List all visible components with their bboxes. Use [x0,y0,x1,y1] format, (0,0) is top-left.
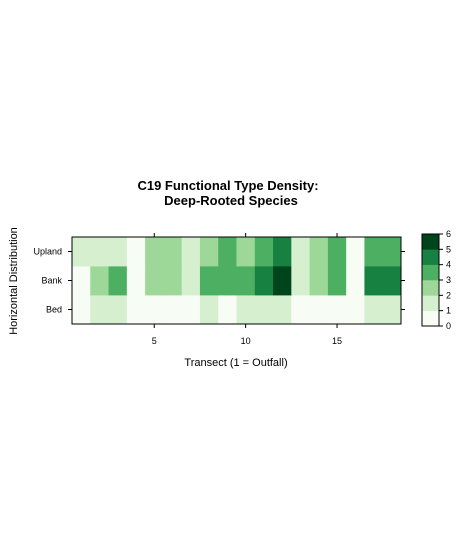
heatmap-cell [72,295,91,325]
colorbar-tick-label: 5 [446,244,451,254]
heatmap-cell [90,266,109,296]
heatmap-cell [126,237,146,267]
y-tick-label: Bank [41,276,62,286]
heatmap-cell [327,266,347,296]
x-axis: 5 10 15 [152,233,342,346]
heatmap-cell [254,237,274,267]
heatmap-cell [163,295,183,325]
colorbar-swatch [422,234,439,250]
heatmap-cell [181,295,201,325]
heatmap-cell [364,295,384,325]
colorbar-swatch [422,295,439,311]
heatmap-cell [181,237,201,267]
heatmap-cell [309,295,329,325]
colorbar-tick-label: 4 [446,260,451,270]
heatmap-cell [90,237,109,267]
x-tick-label: 5 [152,336,157,346]
heatmap-cell [199,237,219,267]
colorbar-swatch [422,310,439,327]
heatmap-cell [145,237,164,267]
chart-title-line1: C19 Functional Type Density: [137,178,318,193]
heatmap-cell [382,295,402,325]
colorbar-swatch [422,280,439,296]
y-tick-label: Bed [46,305,62,315]
heatmap-cell [364,237,384,267]
colorbar-tick-label: 0 [446,321,451,331]
heatmap-cell [72,237,91,267]
colorbar-tick-label: 3 [446,275,451,285]
heatmap-cell [382,237,402,267]
heatmap-cell [291,266,311,296]
heatmap-cell [108,266,128,296]
x-axis-label: Transect (1 = Outfall) [184,357,287,369]
heatmap-cell [382,266,402,296]
heatmap-cell [346,295,365,325]
heatmap-cells [72,237,402,325]
heatmap-cell [273,237,292,267]
heatmap-cell [327,237,347,267]
heatmap-cell [72,266,91,296]
heatmap-cell [218,295,237,325]
heatmap-cell [291,237,311,267]
heatmap-cell [254,295,274,325]
heatmap-cell [364,266,384,296]
colorbar-swatch [422,249,439,265]
colorbar-swatch [422,264,439,281]
heatmap-cell [145,295,164,325]
heatmap-cell [254,266,274,296]
heatmap-cell [218,266,237,296]
heatmap-cell [291,295,311,325]
colorbar: 0 1 2 3 4 5 6 [421,229,451,331]
heatmap-cell [273,266,292,296]
y-axis-label: Horizontal Distribution [8,227,20,335]
heatmap-cell [236,237,256,267]
heatmap-cell [346,266,365,296]
heatmap-cell [199,295,219,325]
y-tick-label: Upland [33,247,62,257]
colorbar-tick-label: 2 [446,290,451,300]
heatmap-cell [145,266,164,296]
heatmap-cell [163,266,183,296]
x-tick-label: 10 [241,336,251,346]
heatmap-cell [199,266,219,296]
heatmap-cell [163,237,183,267]
heatmap-cell [273,295,292,325]
heatmap-cell [236,266,256,296]
heatmap-cell [108,295,128,325]
x-tick-label: 15 [332,336,342,346]
chart-title-line2: Deep-Rooted Species [164,193,298,208]
heatmap-cell [218,237,237,267]
heatmap-cell [236,295,256,325]
heatmap-cell [309,237,329,267]
colorbar-tick-label: 6 [446,229,451,239]
heatmap-cell [346,237,365,267]
heatmap-cell [181,266,201,296]
heatmap-cell [108,237,128,267]
heatmap-cell [126,266,146,296]
y-axis: Bed Bank Upland [33,247,405,315]
heatmap-cell [126,295,146,325]
colorbar-tick-label: 1 [446,306,451,316]
heatmap-cell [90,295,109,325]
heatmap-cell [309,266,329,296]
heatmap-cell [327,295,347,325]
